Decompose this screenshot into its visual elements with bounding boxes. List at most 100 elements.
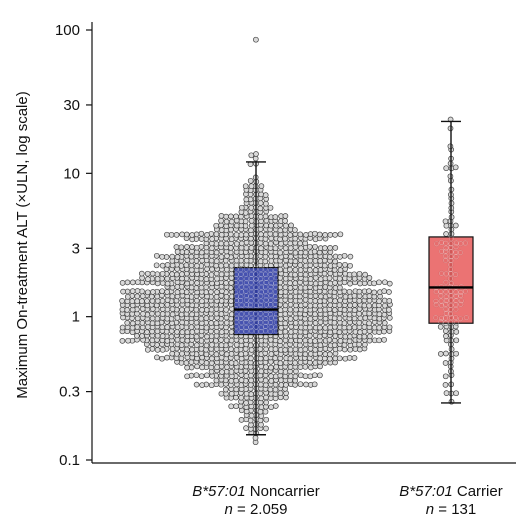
data-point xyxy=(209,355,215,362)
data-point xyxy=(149,346,156,352)
data-point xyxy=(208,306,215,313)
data-point xyxy=(312,298,319,304)
data-point xyxy=(164,289,170,295)
data-point xyxy=(257,205,264,212)
data-point xyxy=(194,262,200,269)
data-point xyxy=(386,315,393,321)
data-point-in-box xyxy=(453,306,459,312)
data-point xyxy=(199,306,205,313)
data-point xyxy=(218,271,225,278)
data-point xyxy=(219,369,225,375)
data-point xyxy=(346,288,353,295)
data-point xyxy=(238,351,245,358)
data-point xyxy=(159,324,166,331)
data-point xyxy=(248,347,255,353)
data-point xyxy=(213,337,219,344)
data-point xyxy=(119,280,126,286)
data-point xyxy=(293,368,299,375)
data-point xyxy=(164,338,171,344)
data-point xyxy=(169,271,175,277)
data-point-in-box xyxy=(448,254,454,260)
data-point xyxy=(184,306,190,313)
data-point-in-box xyxy=(248,289,254,295)
data-point-in-box xyxy=(258,280,265,286)
data-point xyxy=(214,364,220,371)
data-point xyxy=(238,417,245,423)
data-point-in-box xyxy=(443,301,449,307)
data-point-in-box xyxy=(438,289,444,295)
data-point-in-box xyxy=(447,276,454,282)
data-point-in-box xyxy=(238,325,245,331)
data-point-in-box xyxy=(258,271,264,278)
data-point xyxy=(223,337,230,344)
data-point xyxy=(336,329,343,335)
data-point xyxy=(218,298,225,304)
data-point xyxy=(371,289,378,296)
data-point xyxy=(352,328,359,335)
data-point xyxy=(272,373,279,380)
data-point-in-box xyxy=(238,271,244,278)
data-point-in-box xyxy=(273,280,279,287)
data-point-in-box xyxy=(443,289,449,295)
data-point xyxy=(248,227,254,234)
data-point xyxy=(164,297,171,303)
data-point xyxy=(179,329,186,336)
data-point xyxy=(164,280,171,287)
data-point xyxy=(242,183,249,190)
data-point xyxy=(164,301,171,308)
data-point-in-box xyxy=(433,289,439,295)
data-point xyxy=(184,244,190,250)
data-point xyxy=(243,425,249,431)
data-point xyxy=(159,311,166,317)
data-point-in-box xyxy=(439,248,445,254)
data-point xyxy=(268,404,274,411)
data-point xyxy=(233,240,240,247)
data-point xyxy=(303,232,309,238)
data-point xyxy=(258,245,264,252)
data-point xyxy=(257,213,264,220)
data-point xyxy=(213,249,220,256)
data-point xyxy=(272,245,279,252)
data-point xyxy=(297,231,304,238)
data-point xyxy=(386,307,392,313)
data-point xyxy=(453,350,459,357)
data-point xyxy=(248,245,255,251)
data-point-in-box xyxy=(258,325,264,331)
data-point xyxy=(238,204,245,211)
data-point-in-box xyxy=(239,302,245,308)
data-point-in-box xyxy=(258,329,264,335)
data-point-in-box xyxy=(248,324,254,330)
data-point xyxy=(252,435,259,441)
data-point xyxy=(311,248,318,255)
data-point xyxy=(233,341,240,348)
data-point xyxy=(321,270,328,277)
data-point-in-box xyxy=(273,275,279,281)
data-point xyxy=(287,306,294,313)
data-point-in-box xyxy=(253,279,259,285)
data-point xyxy=(139,298,145,305)
data-point xyxy=(317,258,324,264)
data-point xyxy=(297,319,304,326)
beeswarm-points xyxy=(119,36,470,446)
data-point-in-box xyxy=(233,289,239,295)
data-point-in-box xyxy=(263,293,269,299)
data-point xyxy=(120,288,126,295)
data-point xyxy=(268,222,274,229)
data-point-in-box xyxy=(233,280,239,286)
data-point-in-box xyxy=(453,302,459,308)
data-point xyxy=(257,200,264,206)
data-point xyxy=(218,381,225,388)
data-point-in-box xyxy=(234,293,240,299)
data-point xyxy=(134,298,141,305)
data-point xyxy=(164,306,171,313)
data-point xyxy=(382,279,388,286)
data-point xyxy=(134,288,141,294)
data-point-in-box xyxy=(239,320,245,326)
data-point xyxy=(277,360,284,367)
data-point xyxy=(168,231,175,238)
data-point xyxy=(351,292,358,299)
n-label-carrier: n = 131 xyxy=(426,501,476,514)
data-point xyxy=(272,355,279,361)
data-point xyxy=(287,245,294,251)
data-point xyxy=(292,346,299,353)
